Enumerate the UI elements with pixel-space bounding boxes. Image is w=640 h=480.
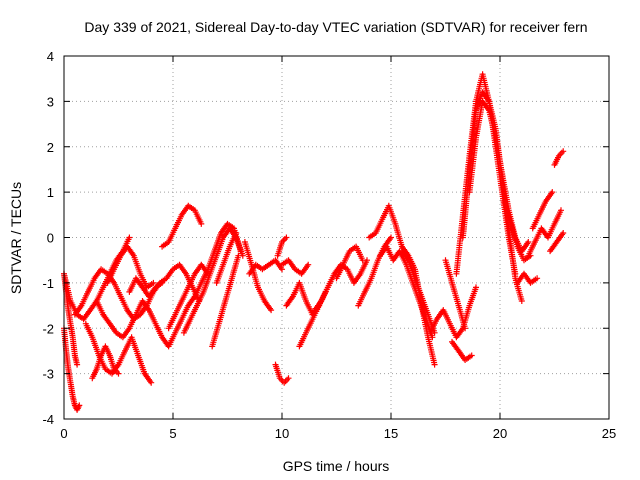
series-markers (246, 257, 285, 277)
series-arc-6 (89, 343, 122, 382)
y-tick-label: -4 (42, 412, 54, 427)
series-arc-23 (311, 257, 370, 314)
series-arc-27 (377, 243, 436, 341)
series-markers (442, 257, 469, 332)
series-markers (514, 270, 541, 286)
series-markers (529, 189, 556, 232)
series-markers (274, 234, 290, 259)
series-arc-24 (333, 243, 366, 282)
series-markers (209, 252, 242, 350)
series-arc-20 (279, 257, 312, 277)
series-markers (241, 239, 275, 314)
series-markers (159, 202, 205, 250)
y-tick-label: 4 (47, 49, 54, 64)
series-arc-37 (525, 207, 564, 259)
series-arc-35 (501, 198, 534, 264)
series-markers (377, 243, 436, 341)
grid-lines (64, 56, 609, 419)
series-arc-38 (529, 189, 556, 232)
axis-ticks: 0 5 10 15 20 25 -4 -3 -2 -1 0 1 2 3 4 (42, 49, 616, 441)
x-tick-label: 25 (602, 426, 616, 441)
data-series (61, 71, 567, 413)
series-markers (165, 261, 211, 332)
y-tick-label: -1 (42, 276, 54, 291)
series-markers (311, 257, 370, 314)
series-arc-13 (191, 220, 244, 300)
x-axis-label: GPS time / hours (283, 458, 390, 474)
series-markers (93, 293, 198, 350)
chart-title: Day 339 of 2021, Sidereal Day-to-day VTE… (84, 19, 587, 35)
series-arc-40 (551, 148, 567, 168)
series-markers (501, 198, 534, 264)
series-arc-19 (274, 234, 290, 259)
series-arc-36 (514, 270, 541, 286)
series-arc-39 (547, 230, 567, 255)
series-markers (126, 275, 166, 300)
series-arc-11 (165, 261, 211, 332)
series-markers (366, 202, 438, 368)
series-markers (551, 148, 567, 168)
series-arc-9 (93, 293, 198, 350)
series-markers (279, 257, 312, 277)
y-tick-label: 0 (47, 231, 54, 246)
series-markers (191, 220, 244, 300)
series-arc-7 (104, 243, 157, 291)
x-tick-label: 5 (169, 426, 176, 441)
y-tick-label: -3 (42, 367, 54, 382)
series-arc-14 (209, 252, 242, 350)
series-markers (333, 243, 366, 282)
y-tick-label: 3 (47, 94, 54, 109)
series-arc-10 (159, 202, 205, 250)
series-markers (89, 343, 122, 382)
y-tick-label: 1 (47, 185, 54, 200)
series-arc-30 (442, 257, 469, 332)
series-markers (272, 361, 292, 386)
y-tick-label: -2 (42, 321, 54, 336)
series-markers (104, 243, 157, 291)
series-arc-8 (126, 275, 166, 300)
y-axis-label: SDTVAR / TECUs (8, 182, 24, 294)
series-markers (449, 338, 475, 363)
series-arc-17 (246, 257, 285, 277)
series-markers (525, 207, 564, 259)
series-arc-16 (241, 239, 275, 314)
series-markers (213, 230, 240, 286)
series-arc-31 (449, 338, 475, 363)
series-arc-15 (213, 230, 240, 286)
x-tick-label: 10 (275, 426, 289, 441)
series-arc-26 (366, 202, 438, 368)
series-arc-18 (272, 361, 292, 386)
series-markers (547, 230, 567, 255)
x-tick-label: 15 (384, 426, 398, 441)
y-tick-label: 2 (47, 140, 54, 155)
x-tick-label: 20 (493, 426, 507, 441)
x-tick-label: 0 (60, 426, 67, 441)
